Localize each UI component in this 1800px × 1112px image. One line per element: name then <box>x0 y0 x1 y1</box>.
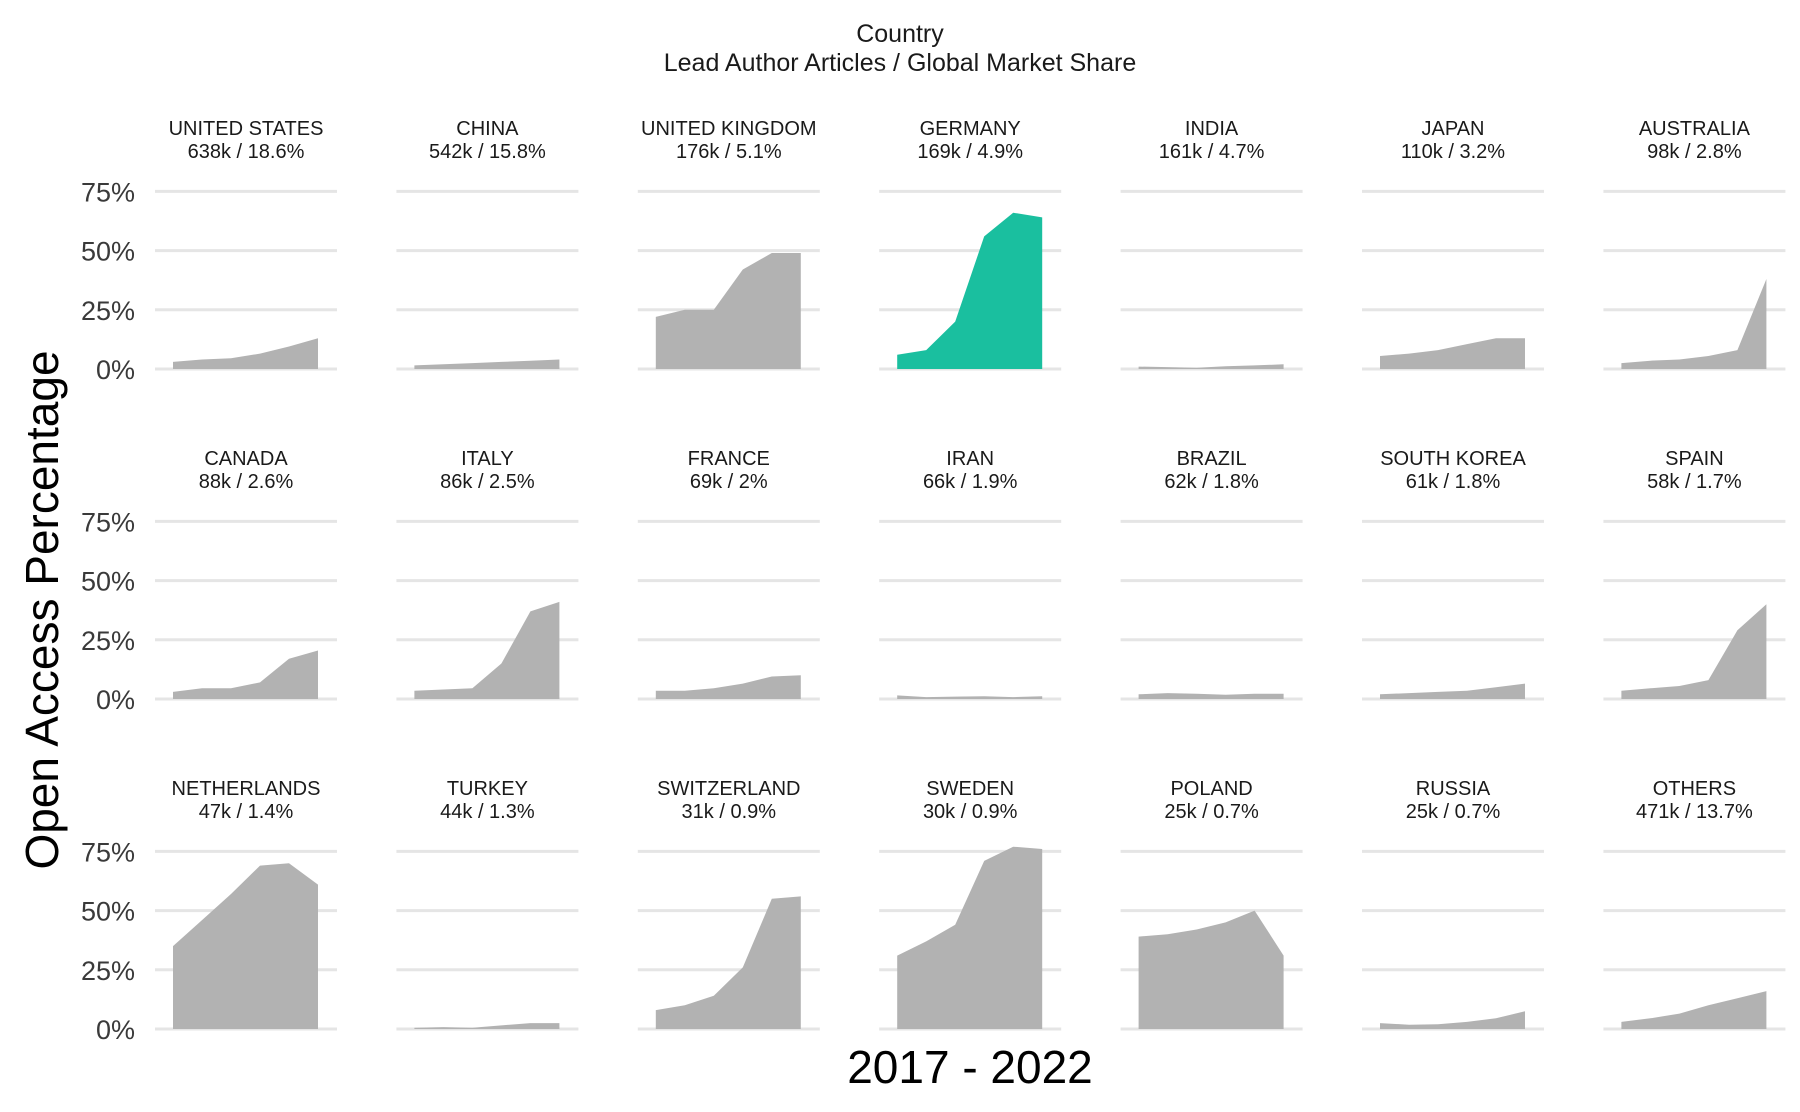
area-series <box>1138 693 1284 699</box>
panel-stat: 88k / 2.6% <box>199 471 294 493</box>
panel-title: SWEDEN <box>926 778 1014 800</box>
panel-stat: 69k / 2% <box>690 471 768 493</box>
chart-subtitle: Lead Author Articles / Global Market Sha… <box>663 49 1137 77</box>
panel-title: IRAN <box>946 448 994 470</box>
panel-stat: 62k / 1.8% <box>1164 471 1259 493</box>
y-tick-label: 50% <box>81 567 135 597</box>
area-series <box>1621 279 1767 369</box>
panel-stat: 47k / 1.4% <box>199 801 294 823</box>
panel-stat: 30k / 0.9% <box>923 801 1018 823</box>
area-series <box>655 253 801 369</box>
panel-stat: 169k / 4.9% <box>917 141 1023 163</box>
area-series <box>1380 683 1525 699</box>
panel-stat: 66k / 1.9% <box>923 471 1018 493</box>
panel-stat: 25k / 0.7% <box>1164 801 1259 823</box>
area-series <box>173 650 318 699</box>
panel-title: OTHERS <box>1653 778 1736 800</box>
panel-stat: 542k / 15.8% <box>429 141 546 163</box>
panel-title: BRAZIL <box>1177 448 1247 470</box>
panel-title: CHINA <box>456 118 519 140</box>
y-tick-label: 25% <box>81 626 135 656</box>
area-series <box>414 1023 560 1029</box>
area-series <box>414 601 560 699</box>
panel-title: UNITED STATES <box>169 118 324 140</box>
y-tick-label: 50% <box>81 237 135 267</box>
y-tick-label: 25% <box>81 296 135 326</box>
area-series <box>1138 364 1284 369</box>
area-series <box>1380 338 1525 369</box>
y-tick-label: 25% <box>81 956 135 986</box>
panel-stat: 61k / 1.8% <box>1406 471 1501 493</box>
panel-title: SPAIN <box>1665 448 1724 470</box>
area-series <box>1621 604 1767 699</box>
panel-title: AUSTRALIA <box>1639 118 1751 140</box>
y-tick-label: 0% <box>96 355 135 385</box>
panel-stat: 98k / 2.8% <box>1647 141 1742 163</box>
panel-stat: 44k / 1.3% <box>440 801 535 823</box>
panel-title: POLAND <box>1170 778 1252 800</box>
panel-stat: 110k / 3.2% <box>1401 141 1505 163</box>
area-series <box>655 675 801 699</box>
panel-stat: 161k / 4.7% <box>1159 141 1265 163</box>
panel-title: CANADA <box>204 448 288 470</box>
panel-title: SWITZERLAND <box>657 778 800 800</box>
panel-title: INDIA <box>1185 118 1239 140</box>
y-axis-label: Open Access Percentage <box>16 350 68 870</box>
panel-stat: 58k / 1.7% <box>1647 471 1742 493</box>
x-axis-label: 2017 - 2022 <box>847 1041 1093 1093</box>
panel-title: ITALY <box>461 448 514 470</box>
panel-title: NETHERLANDS <box>172 778 321 800</box>
panel-stat: 471k / 13.7% <box>1636 801 1753 823</box>
panel-title: JAPAN <box>1422 118 1485 140</box>
area-series <box>655 896 801 1029</box>
panel-stat: 176k / 5.1% <box>676 141 782 163</box>
area-series <box>897 695 1043 699</box>
area-series <box>1380 1011 1525 1029</box>
area-series <box>414 359 560 369</box>
panel-title: SOUTH KOREA <box>1380 448 1526 470</box>
panel-stat: 638k / 18.6% <box>188 141 305 163</box>
area-series <box>173 863 318 1029</box>
panel-title: FRANCE <box>688 448 770 470</box>
y-tick-label: 75% <box>81 507 135 537</box>
panel-stat: 86k / 2.5% <box>440 471 535 493</box>
panel-stat: 25k / 0.7% <box>1406 801 1501 823</box>
y-tick-label: 0% <box>96 1015 135 1045</box>
panel-title: UNITED KINGDOM <box>641 118 817 140</box>
y-tick-label: 75% <box>81 837 135 867</box>
y-tick-label: 75% <box>81 177 135 207</box>
y-tick-label: 50% <box>81 897 135 927</box>
chart-title: Country <box>856 20 944 48</box>
y-tick-label: 0% <box>96 685 135 715</box>
area-series <box>173 338 318 369</box>
panel-title: GERMANY <box>920 118 1021 140</box>
area-series <box>897 846 1043 1029</box>
area-series <box>1621 991 1767 1029</box>
area-series <box>1138 910 1284 1029</box>
panel-title: RUSSIA <box>1416 778 1491 800</box>
area-series <box>897 212 1043 369</box>
panel-title: TURKEY <box>447 778 528 800</box>
panel-stat: 31k / 0.9% <box>682 801 777 823</box>
